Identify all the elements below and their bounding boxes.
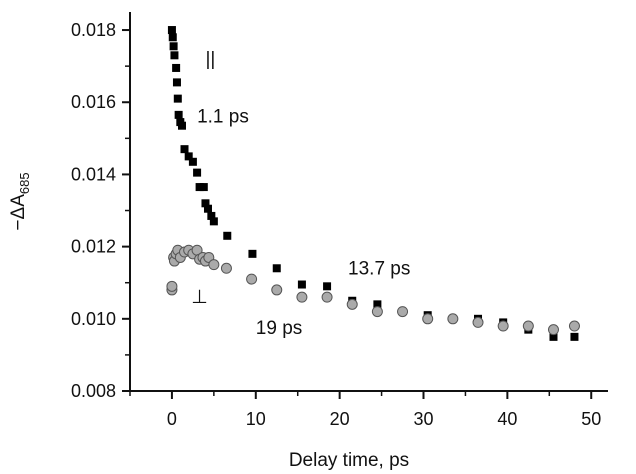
data-point-circle [246,273,258,285]
y-axis-title: −ΔA685 [8,172,32,230]
y-tick-label: 0.018 [71,20,116,40]
data-point-circle [321,291,333,303]
data-point-square [203,204,212,213]
annotation-label: ⊥ [191,287,208,308]
x-tick-label: 30 [413,409,433,429]
data-point-circle [447,313,459,325]
y-tick-label: 0.012 [71,237,116,257]
data-point-square [272,264,281,273]
data-point-circle [568,320,580,332]
data-point-square [297,280,306,289]
data-point-square [184,152,193,161]
data-point-square [323,282,332,291]
data-point-circle [296,291,308,303]
data-point-square [195,183,204,192]
y-axis-title-base: −ΔA [8,194,29,231]
series-circle-points [166,244,580,336]
y-tick-label: 0.010 [71,309,116,329]
data-point-square [167,26,176,35]
data-point-square [168,33,177,42]
data-point-circle [371,306,383,318]
data-point-square [172,78,181,87]
axes: 0.008 0.010 0.012 0.014 0.016 0.018 0 10 20 30 40… [71,12,608,429]
x-tick-label: 50 [581,409,601,429]
data-point-circle [522,320,534,332]
data-point-square [188,157,197,166]
data-point-square [180,145,189,154]
data-point-square [199,183,208,192]
data-point-circle [497,320,509,332]
x-axis-title: Delay time, ps [289,450,409,471]
data-point-square [207,211,216,220]
x-tick-label: 40 [497,409,517,429]
data-point-circle [422,313,434,325]
data-point-square [201,199,210,208]
data-point-square [248,249,257,258]
data-point-square [169,42,178,51]
x-tick-label: 10 [246,409,266,429]
data-point-square [177,121,186,130]
y-axis-ticks: 0.008 0.010 0.012 0.014 0.016 0.018 [71,20,130,401]
x-tick-label: 0 [167,409,177,429]
data-point-circle [166,280,178,292]
y-tick-label: 0.008 [71,381,116,401]
annotation-label: 13.7 ps [348,258,410,279]
data-point-circle [397,306,409,318]
data-point-square [172,63,181,72]
series-square-points [167,26,579,341]
x-tick-label: 20 [330,409,350,429]
annotation-layer: || 1.1 ps 13.7 ps ⊥ 19 ps [191,49,410,339]
data-point-circle [547,324,559,336]
data-point-square [209,217,218,226]
y-tick-label: 0.014 [71,164,116,184]
data-point-square [549,332,558,341]
data-point-square [570,332,579,341]
data-point-square [173,94,182,103]
series-layer [166,26,580,341]
data-point-circle [220,262,232,274]
data-point-square [223,231,232,240]
y-axis-title-subscript: 685 [17,172,32,194]
data-point-square [174,110,183,119]
x-axis-ticks: 0 10 20 30 40 50 [129,391,601,429]
data-point-circle [472,316,484,328]
data-point-square [373,300,382,309]
data-point-square [170,51,179,60]
data-point-circle [208,259,220,271]
annotation-label: 1.1 ps [197,107,249,128]
data-point-circle [271,284,283,296]
data-point-circle [346,298,358,310]
annotation-label: || [205,49,215,70]
data-point-square [193,168,202,177]
annotation-label: 19 ps [256,318,302,339]
y-tick-label: 0.016 [71,92,116,112]
